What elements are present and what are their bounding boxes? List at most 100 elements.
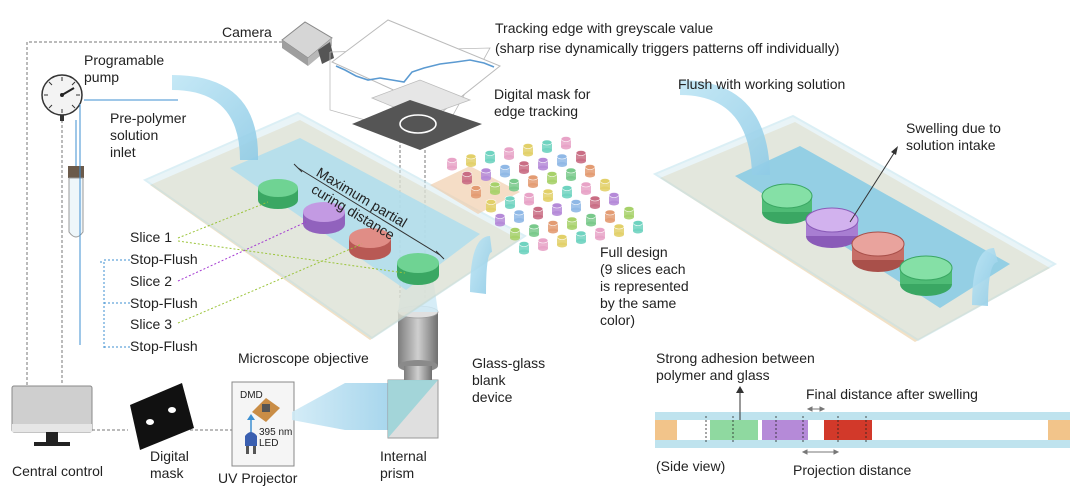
design-slice-cylinder (608, 192, 620, 206)
design-slice-cylinder (584, 164, 596, 178)
design-slice-cylinder (446, 157, 458, 171)
glass-device-label: Glass-glass blank device (472, 355, 546, 405)
design-slice-cylinder (489, 181, 501, 195)
design-slice-cylinder (485, 199, 497, 213)
design-slice-cylinder (541, 139, 553, 153)
design-slice-cylinder (575, 150, 587, 164)
design-slice-cylinder (508, 178, 520, 192)
uv-projector (231, 381, 295, 467)
edge-mask-label: Digital mask for edge tracking (494, 86, 591, 119)
inlet-tube-right (680, 80, 770, 175)
design-slice-cylinder (589, 195, 601, 209)
design-slice-cylinder (575, 230, 587, 244)
design-slice-cylinder (566, 216, 578, 230)
slice-2-label: Slice 2 (130, 273, 173, 289)
design-slice-cylinder (522, 143, 534, 157)
slice-purple-1 (303, 202, 345, 234)
design-slice-cylinder (632, 220, 644, 234)
camera-label: Camera (222, 24, 272, 40)
slice-green-1 (258, 179, 298, 209)
pump-inlet-line (79, 99, 178, 345)
mask-card-icon (130, 383, 194, 450)
projection-distance-label: Projection distance (793, 462, 912, 478)
swollen-slice-green-2 (899, 255, 953, 296)
dmd-label: DMD (240, 390, 263, 401)
camera-icon (281, 21, 334, 66)
full-design-grid (430, 136, 644, 255)
design-slice-cylinder (560, 136, 572, 150)
projection-beam (292, 383, 395, 430)
design-slice-cylinder (480, 167, 492, 181)
design-slice-cylinder (546, 171, 558, 185)
stop-flush-1-label: Stop-Flush (130, 251, 198, 267)
design-slice-cylinder (509, 227, 521, 241)
design-slice-cylinder (518, 241, 530, 255)
pre-polymer-label: Pre-polymer solution inlet (110, 110, 187, 160)
outlet-tube-left (470, 236, 492, 294)
inlet-tube-left (172, 75, 259, 160)
swollen-slice-red (851, 231, 905, 272)
design-slice-cylinder (570, 199, 582, 213)
slice-1-label: Slice 1 (130, 229, 173, 245)
design-slice-cylinder (551, 202, 563, 216)
design-slice-cylinder (537, 237, 549, 251)
side-view (655, 386, 1070, 455)
led-icon (245, 432, 257, 454)
tracking-subtitle: (sharp rise dynamically triggers pattern… (495, 40, 840, 56)
led-label: 395 nm LED (259, 427, 293, 449)
design-slice-cylinder (594, 227, 606, 241)
design-slice-cylinder (561, 185, 573, 199)
microscope-label: Microscope objective (238, 350, 369, 366)
design-slice-cylinder (537, 157, 549, 171)
design-slice-cylinder (556, 153, 568, 167)
design-slice-cylinder (532, 206, 544, 220)
design-slice-cylinder (580, 181, 592, 195)
design-slice-cylinder (542, 188, 554, 202)
design-slice-cylinder (556, 234, 568, 248)
design-slice-cylinder (565, 167, 577, 181)
monitor-icon (11, 385, 93, 446)
digital-mask-label: Digital mask (150, 448, 189, 481)
side-view-label: (Side view) (656, 458, 726, 474)
design-slice-cylinder (494, 213, 506, 227)
pump-label: Programable pump (84, 52, 165, 85)
internal-prism (387, 379, 439, 439)
tracking-title: Tracking edge with greyscale value (495, 20, 714, 36)
design-slice-cylinder (547, 220, 559, 234)
design-slice-cylinder (528, 223, 540, 237)
stopflush-ticks (104, 259, 130, 348)
swollen-slice-green-1 (761, 183, 813, 224)
design-slice-cylinder (513, 209, 525, 223)
design-slice-cylinder (599, 178, 611, 192)
flush-label: Flush with working solution (678, 76, 846, 92)
full-design-label: Full design (9 slices each is represente… (600, 244, 689, 328)
final-distance-label: Final distance after swelling (806, 386, 978, 402)
design-slice-cylinder (613, 223, 625, 237)
pump-gauge-icon (41, 74, 83, 121)
design-slice-cylinder (623, 206, 635, 220)
central-control-label: Central control (12, 463, 104, 479)
design-slice-cylinder (518, 160, 530, 174)
swelling-label: Swelling due to solution intake (906, 120, 1001, 153)
design-slice-cylinder (499, 164, 511, 178)
stop-flush-3-label: Stop-Flush (130, 338, 198, 354)
internal-prism-label: Internal prism (380, 448, 427, 481)
outlet-tube-right (972, 248, 998, 306)
design-slice-cylinder (585, 213, 597, 227)
swollen-slice-purple (805, 207, 859, 248)
reservoir-tube (68, 120, 84, 238)
slice-leaders (100, 201, 406, 350)
swelling-arrow (849, 146, 898, 223)
stop-flush-2-label: Stop-Flush (130, 295, 198, 311)
curing-distance-bracket (293, 163, 445, 260)
design-slice-cylinder (527, 174, 539, 188)
design-slice-cylinder (503, 146, 515, 160)
design-slice-cylinder (504, 195, 516, 209)
design-slice-cylinder (484, 150, 496, 164)
uv-projector-label: UV Projector (218, 470, 298, 486)
slice-3-label: Slice 3 (130, 316, 173, 332)
design-slice-cylinder (465, 153, 477, 167)
design-slice-cylinder (604, 209, 616, 223)
design-slice-cylinder (470, 185, 482, 199)
